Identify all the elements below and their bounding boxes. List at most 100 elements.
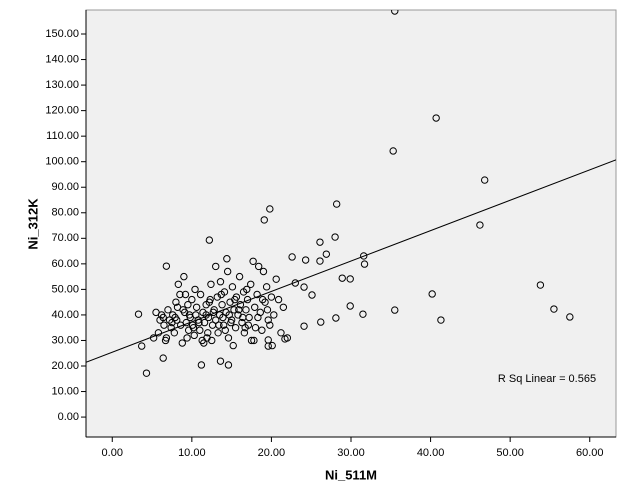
point [212,316,220,324]
point [138,342,146,350]
point [176,290,184,299]
point [212,262,220,271]
point [476,221,484,229]
point [213,293,222,301]
point [331,233,339,241]
point [258,326,266,334]
point [192,303,201,311]
point [288,253,296,261]
point [224,334,233,342]
point [215,321,223,329]
point [254,262,263,271]
point [174,280,183,288]
point [241,323,249,332]
point [183,334,191,342]
x-tick-label: 60.00 [576,447,604,459]
point [229,341,237,350]
fit-line [86,159,616,363]
x-tick-label: 20.00 [258,447,286,459]
point [243,285,251,294]
point [301,256,310,264]
point [437,316,445,324]
point [230,306,238,314]
point [242,306,250,314]
point [346,275,354,283]
plot-area [85,9,617,438]
point [332,200,341,208]
point [205,236,214,244]
point [268,341,276,350]
point [259,267,268,276]
point [168,318,176,327]
point [566,313,574,321]
point [240,329,249,337]
x-tick-label: 50.00 [496,447,524,459]
point [346,302,354,310]
y-tick-label: 80.00 [51,207,79,219]
point [217,290,225,299]
y-tick-label: 140.00 [45,53,79,65]
x-axis-title: Ni_511M [325,467,377,482]
point [266,205,274,213]
point [189,323,198,332]
point [317,318,325,326]
point [200,318,209,327]
y-tick-label: 110.00 [46,130,79,142]
point [207,280,215,288]
point [200,339,208,347]
point [391,10,399,15]
x-tick-label: 0.00 [102,447,123,459]
point [203,334,211,342]
point [250,336,258,345]
point [227,318,235,327]
point [218,301,226,309]
point [225,311,233,319]
point [190,331,198,340]
point [267,293,276,301]
point [223,255,231,263]
y-tick-label: 100.00 [45,156,79,168]
point [191,285,199,294]
y-tick-label: 40.00 [51,309,79,321]
point [272,275,280,283]
point [170,329,179,337]
y-tick-label: 0.00 [58,411,79,423]
point [251,323,260,332]
annotation: R Sq Linear = 0.565 [498,373,596,385]
point [181,290,190,299]
x-tick-label: 10.00 [178,447,206,459]
point [169,311,177,319]
point [134,310,143,318]
point [180,272,188,281]
point [216,357,225,365]
point [179,306,187,314]
y-tick-label: 10.00 [51,385,79,397]
x-tick-label: 30.00 [337,447,365,459]
point [258,295,267,304]
point [316,257,324,265]
y-tick-label: 90.00 [51,181,79,193]
point [196,326,204,334]
point [322,250,331,258]
point [196,290,205,299]
point [389,147,397,155]
point [152,308,160,317]
point [308,291,316,299]
point [219,313,227,322]
point [188,295,196,304]
point [428,290,436,298]
point [171,313,179,322]
point [283,334,292,342]
point [277,329,285,337]
point [264,316,272,324]
point [235,306,243,314]
point [204,313,213,322]
point [432,114,440,122]
point [164,306,172,314]
point [254,313,262,322]
point [480,176,489,184]
point [224,361,233,369]
point [204,329,212,337]
x-tick-label: 40.00 [417,447,445,459]
y-tick-label: 120.00 [45,105,79,117]
